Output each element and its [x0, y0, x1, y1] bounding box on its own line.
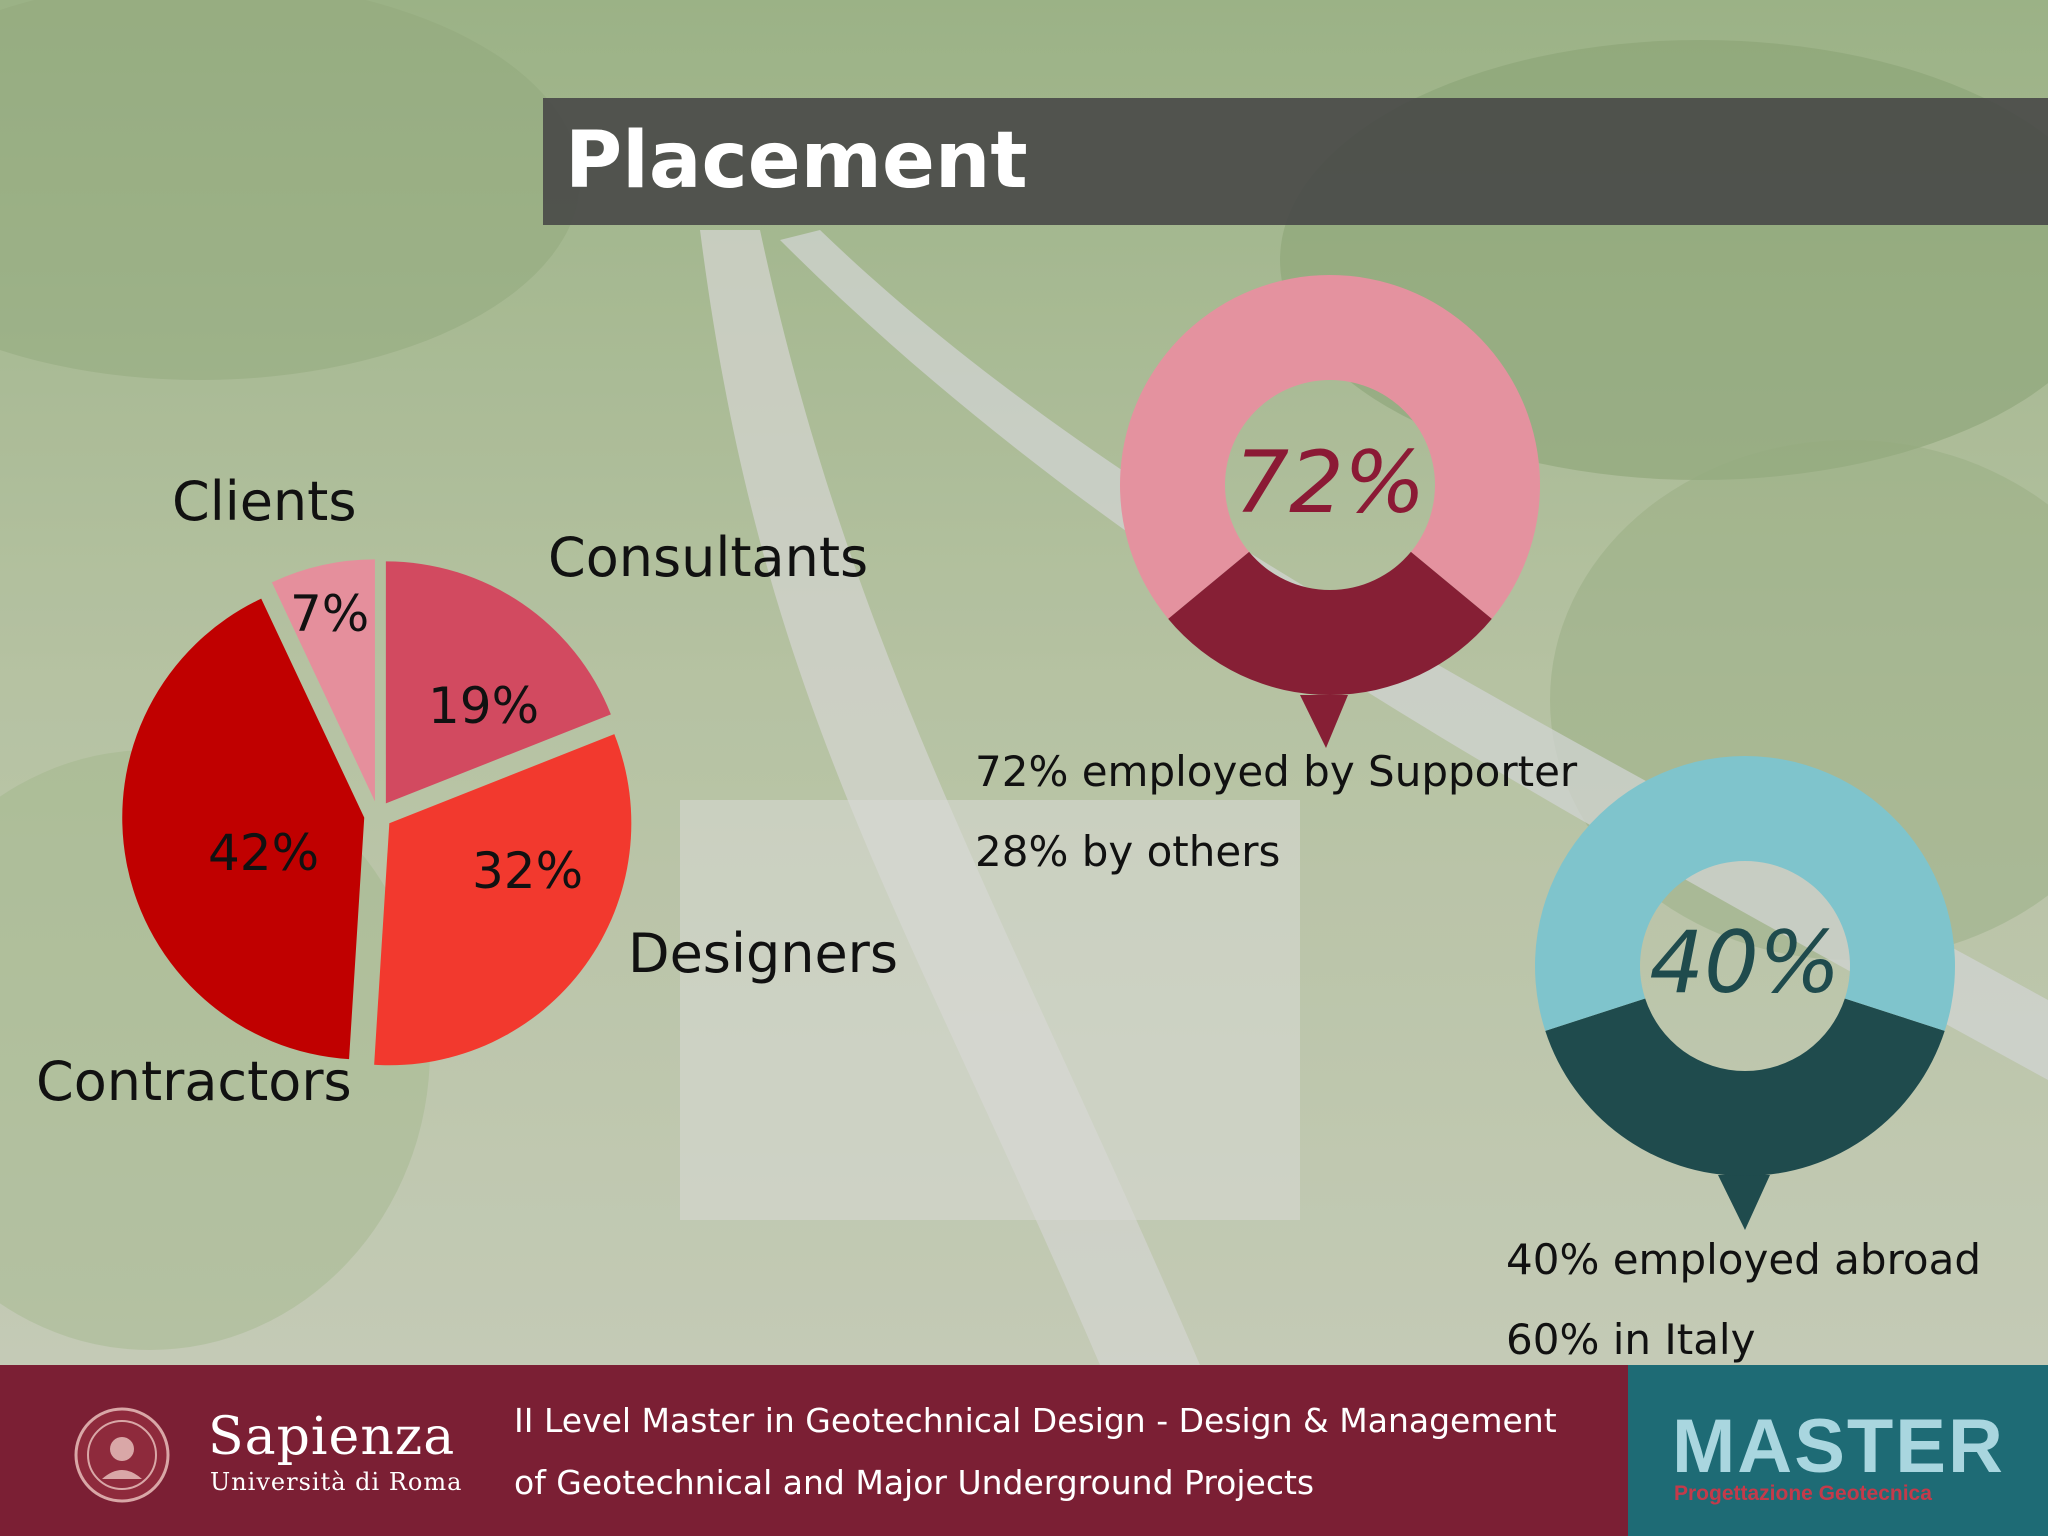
- donut-supporter-slices: [1120, 274, 1540, 695]
- supporter-donut-chart: 72%: [1120, 274, 1540, 748]
- pie-slice-consultants: [385, 561, 611, 804]
- university-name: Sapienza: [208, 1407, 456, 1467]
- master-logo-title: MASTER: [1672, 1404, 2005, 1489]
- master-logo-subtitle: Progettazione Geotecnica: [1674, 1482, 1932, 1505]
- donut-abroad-slice-employed-abroad: [1545, 998, 1945, 1177]
- donut-abroad-center-label: 40%: [1649, 913, 1840, 1013]
- pie-slice-clients: [271, 559, 375, 802]
- title-bar: Placement: [543, 98, 2048, 225]
- caption-supporter-line2: 28% by others: [975, 827, 1280, 876]
- abroad-donut-chart: 40%: [1535, 756, 1955, 1230]
- donut-supporter-center-label: 72%: [1234, 433, 1425, 533]
- pie-value-label-clients: 7%: [290, 585, 369, 643]
- footer-description-line2: of Geotechnical and Major Underground Pr…: [514, 1463, 1315, 1502]
- donut-supporter-slice-by-others: [1168, 551, 1492, 695]
- pie-category-label-clients: Clients: [172, 470, 356, 533]
- university-subtitle: Università di Roma: [210, 1468, 463, 1496]
- caption-supporter-line1: 72% employed by Supporter: [975, 747, 1578, 796]
- pie-value-label-designers: 32%: [472, 842, 583, 900]
- caption-abroad-line1: 40% employed abroad: [1506, 1235, 1981, 1284]
- master-logo: MASTER Progettazione Geotecnica: [1628, 1365, 2048, 1536]
- footer: Sapienza Università di Roma II Level Mas…: [0, 1365, 2048, 1536]
- footer-description-line1: II Level Master in Geotechnical Design -…: [514, 1401, 1557, 1440]
- donut-supporter-pointer: [1300, 695, 1348, 748]
- pie-value-label-consultants: 19%: [428, 677, 539, 735]
- slide-title: Placement: [565, 116, 1028, 206]
- donut-abroad-slice-in-italy: [1535, 756, 1955, 1031]
- donut-abroad-pointer: [1718, 1175, 1770, 1230]
- pie-slice-contractors: [122, 598, 365, 1060]
- placement-role-pie-chart: Clients Consultants Designers Contractor…: [36, 470, 898, 1113]
- pie-category-label-contractors: Contractors: [36, 1050, 352, 1113]
- caption-abroad-line2: 60% in Italy: [1506, 1315, 1755, 1364]
- pie-slice-designers: [374, 734, 632, 1066]
- pie-category-label-designers: Designers: [628, 922, 898, 985]
- pie-value-label-contractors: 42%: [208, 824, 319, 882]
- sapienza-seal-icon: [74, 1407, 170, 1503]
- pie-slices: [122, 559, 632, 1066]
- pie-category-label-consultants: Consultants: [548, 526, 868, 589]
- donut-supporter-slice-employed-by-supporter: [1120, 274, 1540, 619]
- donut-abroad-slices: [1535, 756, 1955, 1177]
